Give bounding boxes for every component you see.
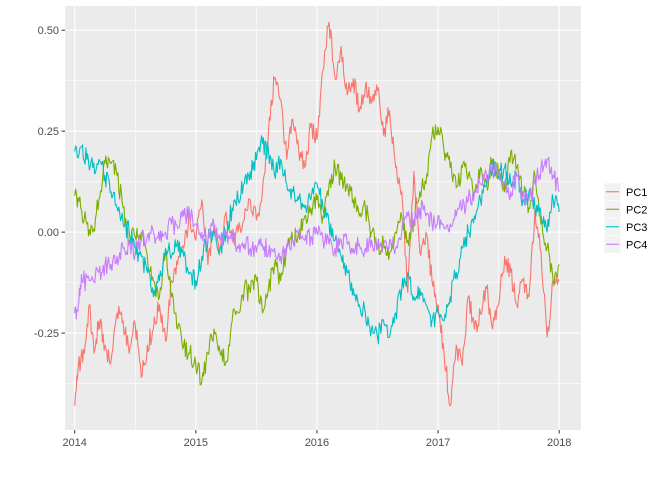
y-tick-label: 0.00 (38, 227, 59, 239)
x-tick-label: 2014 (62, 437, 86, 449)
legend-label-pc2: PC2 (626, 204, 647, 216)
series-line-pc1 (74, 21, 560, 407)
x-tick-label: 2016 (305, 437, 329, 449)
legend: PC1 PC2 PC3 PC4 (603, 182, 647, 254)
series-layer (74, 21, 560, 407)
legend-label-pc1: PC1 (626, 187, 647, 199)
y-tick-label: 0.25 (38, 126, 59, 138)
x-tick-label: 2017 (426, 437, 450, 449)
legend-label-pc4: PC4 (626, 239, 647, 251)
legend-label-pc3: PC3 (626, 222, 647, 234)
series-line-pc4 (74, 156, 560, 320)
y-axis: 0.50 0.25 0.00 -0.25 (34, 25, 65, 340)
x-axis: 2014 2015 2016 2017 2018 (62, 430, 571, 449)
y-tick-label: 0.50 (38, 25, 59, 37)
y-tick-label: -0.25 (34, 328, 59, 340)
x-tick-label: 2015 (184, 437, 208, 449)
x-tick-label: 2018 (547, 437, 571, 449)
series-line-pc3 (74, 135, 560, 345)
